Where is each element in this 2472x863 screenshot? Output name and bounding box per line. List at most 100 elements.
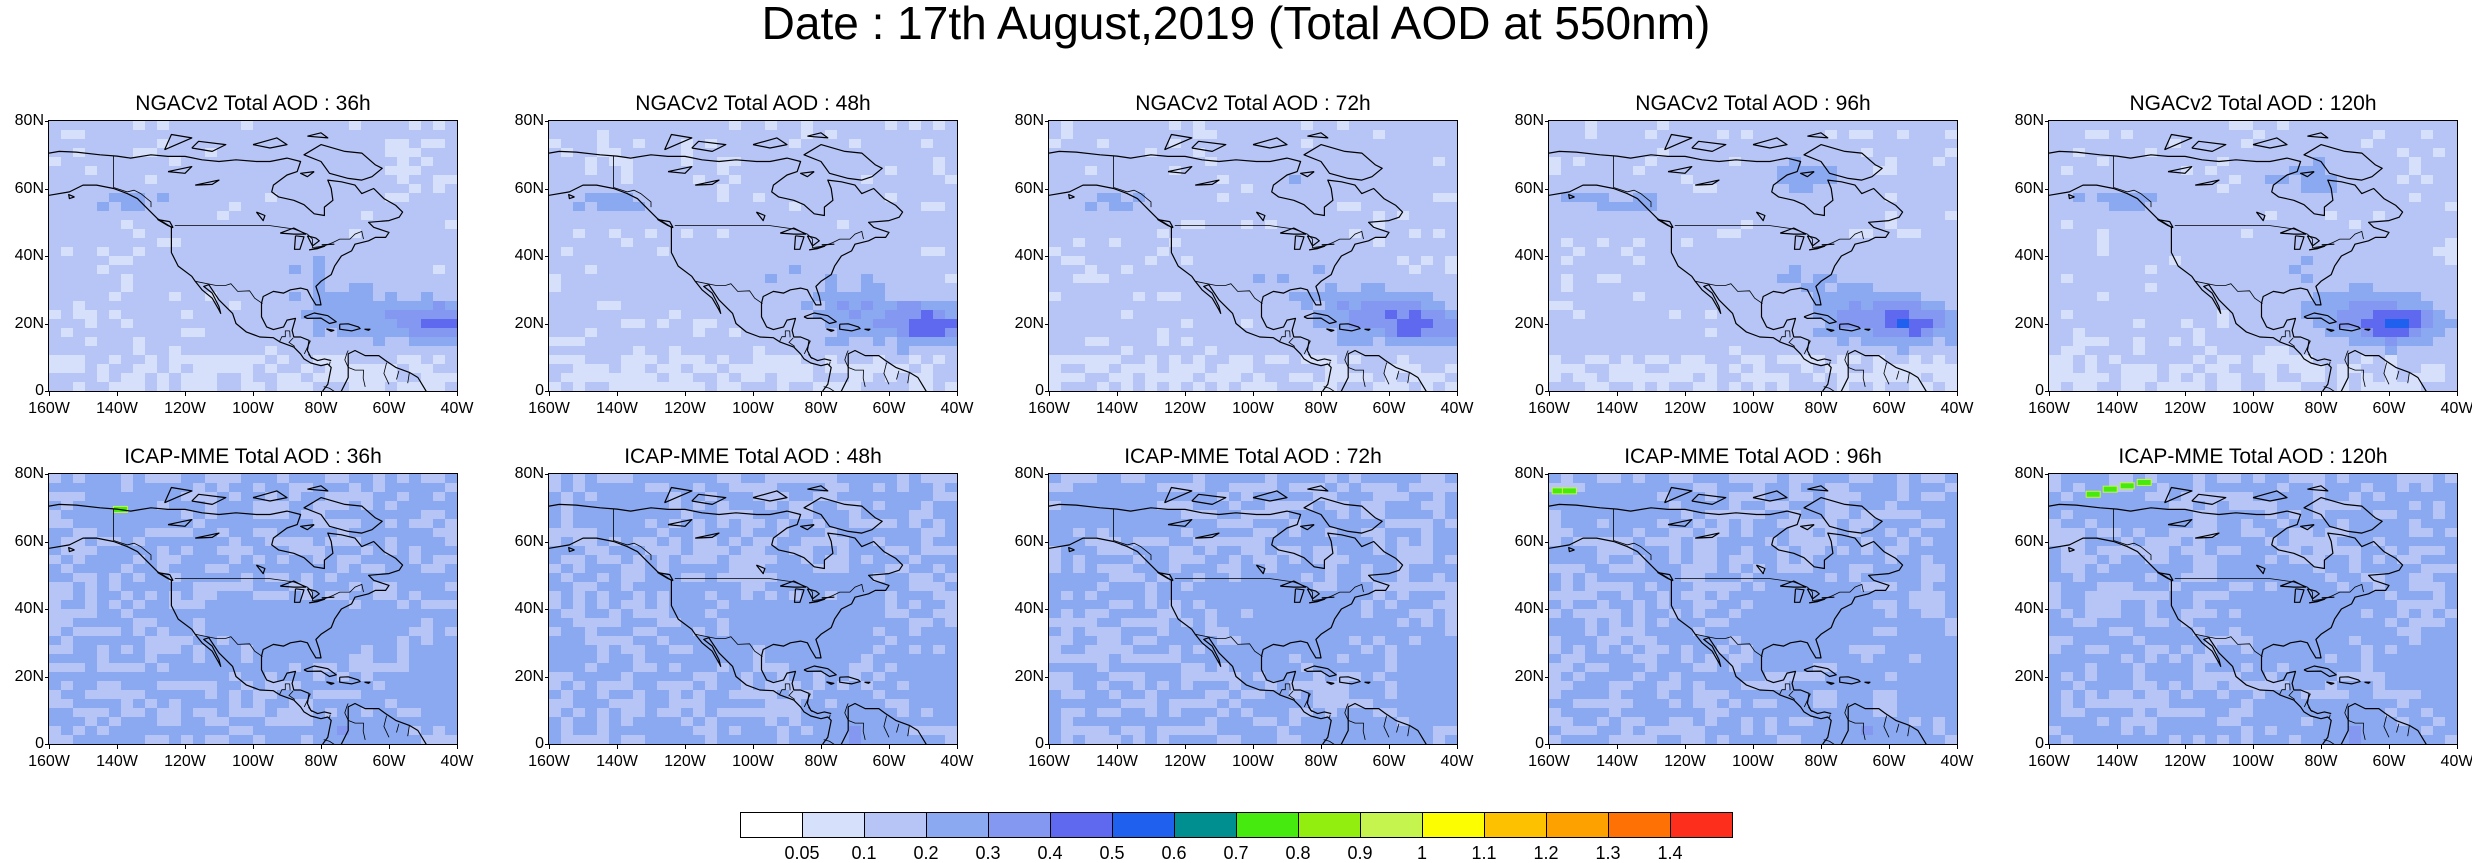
lon-tick xyxy=(549,391,550,396)
coastlines xyxy=(549,132,927,391)
legend-swatch xyxy=(802,812,865,838)
lon-tick-label: 80W xyxy=(1804,400,1838,417)
lat-tick xyxy=(1545,541,1549,543)
lon-tick-label: 160W xyxy=(2028,753,2070,770)
legend-swatch xyxy=(1484,812,1547,838)
legend-label: 1.3 xyxy=(1595,843,1621,863)
lon-tick xyxy=(1253,744,1254,749)
coastlines xyxy=(49,132,427,391)
map-panels: NGACv2 Total AOD : 36h 80N 60N 40N 20N 0 160W 1… xyxy=(15,92,2472,770)
political-borders xyxy=(2113,156,2410,391)
lon-tick xyxy=(2185,391,2186,396)
political-borders xyxy=(613,156,910,391)
legend-label: 0.6 xyxy=(1161,843,1187,863)
map-panel-ngacv2-48h: NGACv2 Total AOD : 48h 80N 60N 40N 20N 0 160W 1… xyxy=(515,92,974,417)
legend-swatch xyxy=(864,812,927,838)
lon-tick-label: 60W xyxy=(1372,753,1406,770)
lat-tick xyxy=(1045,391,1049,392)
lon-tick xyxy=(1049,744,1050,749)
lat-tick-label: 20N xyxy=(2014,667,2044,685)
panel-title: ICAP-MME Total AOD : 96h xyxy=(1624,445,1882,468)
lon-tick-label: 80W xyxy=(304,400,338,417)
lon-tick-label: 80W xyxy=(2304,400,2338,417)
lat-tick xyxy=(2045,256,2049,257)
lon-tick xyxy=(1549,391,1550,396)
lon-tick-label: 140W xyxy=(596,753,638,770)
lon-tick xyxy=(1117,391,1118,396)
lat-tick xyxy=(45,188,49,190)
lon-tick-label: 100W xyxy=(2232,400,2274,417)
lat-tick-label: 40N xyxy=(514,600,544,617)
lat-tick xyxy=(1545,256,1549,257)
aod-raster xyxy=(49,474,457,744)
lon-tick-label: 40W xyxy=(440,753,474,770)
lat-tick-label: 20N xyxy=(1014,667,1044,685)
lat-tick-label: 0 xyxy=(1535,382,1544,399)
lat-tick xyxy=(2045,121,2049,122)
lon-tick-label: 120W xyxy=(164,400,206,417)
lon-tick xyxy=(1389,391,1390,396)
lon-tick-label: 80W xyxy=(1804,753,1838,770)
map-panel-icap-mme-36h: ICAP-MME Total AOD : 36h 80N 60N 40N 20N 0 160… xyxy=(15,445,474,770)
lon-tick xyxy=(1821,744,1822,749)
coastlines xyxy=(1549,132,1927,391)
lat-tick xyxy=(2045,323,2049,325)
lon-tick xyxy=(1549,744,1550,749)
map-panel-ngacv2-36h: NGACv2 Total AOD : 36h 80N 60N 40N 20N 0 160W 1… xyxy=(15,92,474,417)
lon-tick xyxy=(617,391,618,396)
lon-tick xyxy=(1389,744,1390,749)
lat-tick xyxy=(545,323,549,325)
aod-map xyxy=(2048,473,2458,745)
lat-tick-label: 40N xyxy=(1014,600,1044,617)
lat-tick xyxy=(1545,609,1549,610)
legend-label: 1.1 xyxy=(1471,843,1497,863)
lon-tick-label: 160W xyxy=(28,753,70,770)
legend-swatch xyxy=(1298,812,1361,838)
aod-map xyxy=(548,473,958,745)
lat-tick xyxy=(2045,391,2049,392)
lon-tick-label: 80W xyxy=(304,753,338,770)
lon-tick xyxy=(957,391,958,396)
lon-tick xyxy=(49,744,50,749)
lat-tick-label: 40N xyxy=(14,600,44,617)
aod-map xyxy=(1048,473,1458,745)
lat-tick xyxy=(1045,121,1049,122)
map-panel-icap-mme-48h: ICAP-MME Total AOD : 48h 80N 60N 40N 20N 0 160… xyxy=(515,445,974,770)
lon-tick xyxy=(617,744,618,749)
lon-tick xyxy=(389,744,390,749)
coastlines xyxy=(1549,485,1927,744)
legend-swatch xyxy=(1608,812,1671,838)
lon-tick xyxy=(321,391,322,396)
lon-tick xyxy=(1185,391,1186,396)
lat-tick-label: 0 xyxy=(35,735,44,752)
lon-tick-label: 60W xyxy=(872,400,906,417)
lat-tick-label: 0 xyxy=(2035,382,2044,399)
lat-tick-label: 20N xyxy=(14,667,44,685)
panel-title: ICAP-MME Total AOD : 48h xyxy=(624,445,882,468)
lon-tick-label: 80W xyxy=(1304,753,1338,770)
lon-tick-label: 100W xyxy=(232,400,274,417)
lon-tick-label: 40W xyxy=(1940,753,1974,770)
lon-tick xyxy=(49,391,50,396)
lat-tick-label: 60N xyxy=(1514,532,1544,550)
lon-tick xyxy=(2457,744,2458,749)
lat-tick-label: 80N xyxy=(14,112,44,129)
lon-tick xyxy=(117,744,118,749)
lon-tick-label: 100W xyxy=(732,400,774,417)
legend-swatch xyxy=(740,812,803,838)
map-panel-icap-mme-72h: ICAP-MME Total AOD : 72h 80N 60N 40N 20N 0 160… xyxy=(1015,445,1474,770)
lon-tick-label: 100W xyxy=(732,753,774,770)
lon-tick-label: 60W xyxy=(2372,753,2406,770)
lon-tick xyxy=(753,391,754,396)
lat-tick xyxy=(2045,676,2049,678)
lon-tick-label: 120W xyxy=(2164,753,2206,770)
lon-tick xyxy=(253,391,254,396)
lat-tick xyxy=(1045,323,1049,325)
lon-tick-label: 120W xyxy=(164,753,206,770)
lat-tick xyxy=(1545,676,1549,678)
lat-tick xyxy=(545,188,549,190)
lat-tick xyxy=(1545,121,1549,122)
lon-tick-label: 140W xyxy=(1596,400,1638,417)
lon-tick-label: 120W xyxy=(1664,753,1706,770)
lon-tick-label: 140W xyxy=(96,753,138,770)
